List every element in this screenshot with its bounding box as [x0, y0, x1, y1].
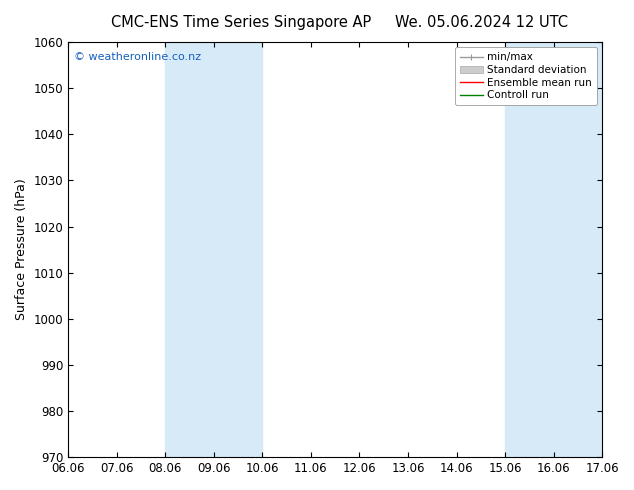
Text: CMC-ENS Time Series Singapore AP: CMC-ENS Time Series Singapore AP	[111, 15, 371, 30]
Bar	[214, 42, 262, 457]
Text: We. 05.06.2024 12 UTC: We. 05.06.2024 12 UTC	[396, 15, 568, 30]
Bar	[505, 42, 553, 457]
Y-axis label: Surface Pressure (hPa): Surface Pressure (hPa)	[15, 179, 28, 320]
Text: © weatheronline.co.nz: © weatheronline.co.nz	[74, 52, 200, 62]
Bar	[165, 42, 214, 457]
Bar	[553, 42, 602, 457]
Legend: min/max, Standard deviation, Ensemble mean run, Controll run: min/max, Standard deviation, Ensemble me…	[455, 47, 597, 105]
